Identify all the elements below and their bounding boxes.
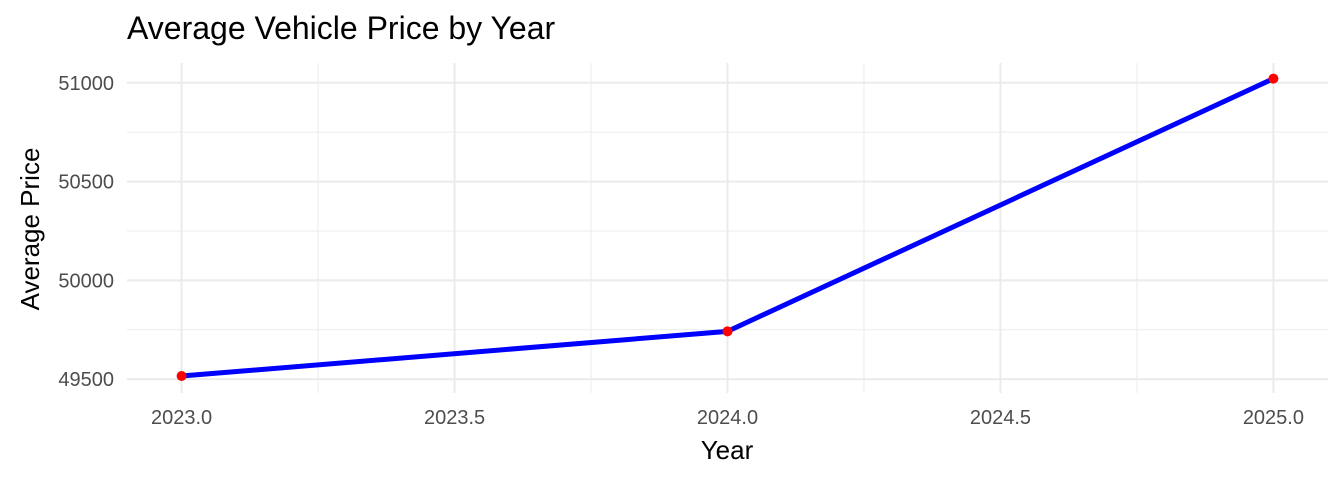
x-tick-label: 2025.0 <box>1243 407 1304 429</box>
y-axis-title: Average Price <box>15 148 45 311</box>
x-axis-title: Year <box>701 435 754 465</box>
x-tick-label: 2024.5 <box>970 407 1031 429</box>
y-tick-label: 50000 <box>58 270 114 292</box>
x-tick-label: 2023.5 <box>424 407 485 429</box>
x-axis-ticks: 2023.0 2023.5 2024.0 2024.5 2025.0 <box>151 407 1304 429</box>
x-tick-label: 2024.0 <box>697 407 758 429</box>
chart-title: Average Vehicle Price by Year <box>127 10 556 46</box>
data-point <box>176 371 187 382</box>
y-tick-label: 49500 <box>58 369 114 391</box>
y-tick-label: 51000 <box>58 73 114 95</box>
data-point <box>722 326 733 337</box>
data-point <box>1268 73 1279 84</box>
y-axis-ticks: 49500 50000 50500 51000 <box>58 73 114 391</box>
points-layer <box>176 73 1279 382</box>
x-tick-label: 2023.0 <box>151 407 212 429</box>
y-tick-label: 50500 <box>58 172 114 194</box>
grid-layer <box>127 63 1328 393</box>
